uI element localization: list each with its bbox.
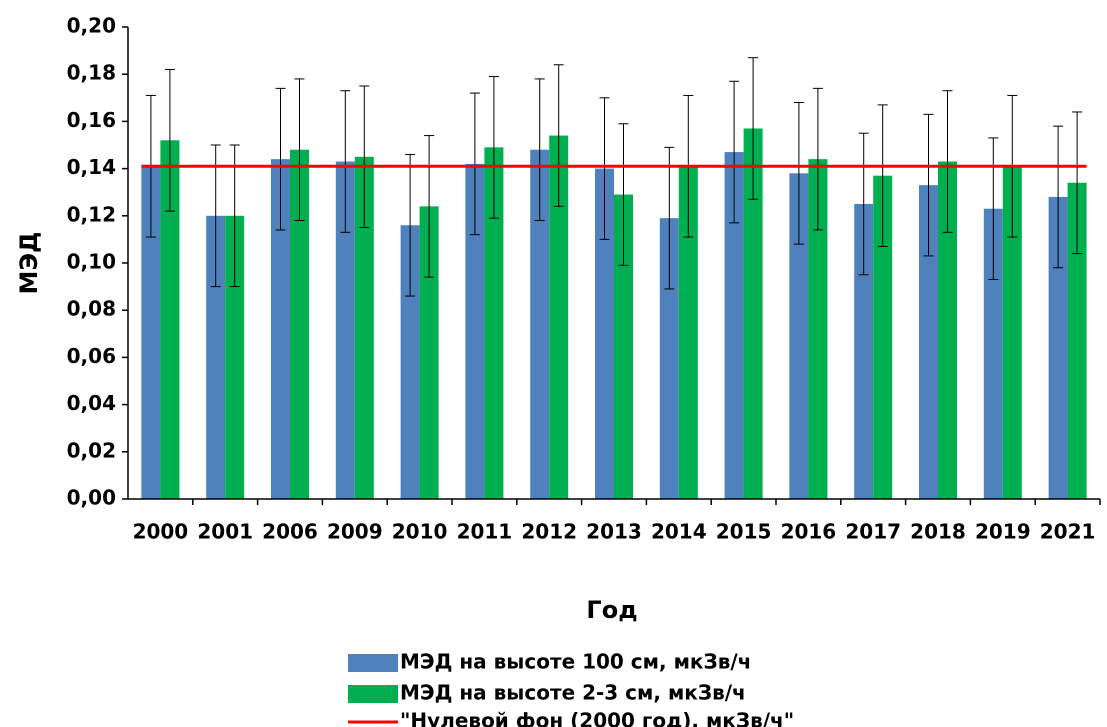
y-tick-label: 0,14: [67, 155, 116, 179]
bar: [465, 163, 485, 499]
bar: [919, 185, 938, 499]
error-bar: [488, 76, 499, 219]
error-bar: [793, 102, 804, 245]
error-bar: [729, 80, 740, 224]
y-tick-label: 0,12: [67, 202, 116, 226]
error-bar: [164, 68, 175, 212]
error-bar: [294, 78, 305, 222]
error-bar: [275, 87, 286, 231]
y-tick-label: 0,00: [67, 486, 116, 510]
bar: [724, 152, 744, 499]
x-tick-label: 2015: [716, 520, 772, 544]
error-bar: [534, 78, 545, 222]
bar: [400, 225, 420, 500]
bar: [419, 206, 439, 500]
bar: [484, 147, 504, 500]
x-tick-label: 2019: [975, 520, 1031, 544]
error-bar: [210, 144, 221, 288]
bar: [1048, 196, 1068, 500]
bar: [983, 208, 1003, 499]
error-bar: [469, 92, 480, 236]
legend-label: МЭД на высоте 100 см, мкЗв/ч: [400, 650, 751, 674]
y-tick-label: 0,06: [67, 344, 116, 368]
y-axis-title: МЭД: [15, 232, 43, 295]
bar: [743, 128, 763, 500]
legend-swatch: [348, 654, 398, 672]
y-tick-label: 0,08: [67, 297, 116, 321]
y-tick-label: 0,04: [67, 391, 116, 415]
legend-label: "Нулевой фон (2000 год), мкЗв/ч": [400, 709, 794, 727]
error-bar: [618, 123, 629, 266]
bar: [873, 175, 893, 499]
bar: [938, 161, 957, 499]
error-bar: [664, 146, 675, 290]
x-tick-label: 2011: [457, 520, 513, 544]
bar: [678, 166, 698, 500]
error-bar: [599, 97, 610, 240]
error-bar: [1072, 111, 1083, 255]
y-tick-label: 0,10: [67, 250, 116, 274]
x-tick-label: 2016: [781, 520, 837, 544]
bar: [354, 156, 374, 500]
y-tick-label: 0,16: [67, 108, 116, 132]
error-bar: [553, 64, 564, 207]
bar: [854, 204, 874, 499]
error-bar: [988, 137, 999, 281]
error-bar: [405, 153, 416, 297]
x-tick-label: 2021: [1040, 520, 1096, 544]
error-bar: [424, 135, 435, 278]
error-bar: [229, 144, 240, 288]
x-tick-label: 2006: [262, 520, 318, 544]
bar: [335, 161, 355, 499]
error-bar: [812, 87, 823, 231]
x-tick-label: 2001: [197, 520, 253, 544]
legend-swatch: [348, 685, 398, 703]
bar: [530, 149, 550, 499]
x-tick-label: 2000: [133, 520, 189, 544]
bar: [141, 166, 161, 500]
bar: [659, 218, 679, 499]
error-bar: [858, 132, 869, 276]
error-bar: [877, 104, 888, 247]
legend-label: МЭД на высоте 2-3 см, мкЗв/ч: [400, 681, 746, 705]
error-bar: [923, 113, 934, 257]
y-tick-label: 0,18: [67, 61, 116, 85]
bar: [549, 135, 569, 499]
x-tick-label: 2018: [910, 520, 966, 544]
error-bar: [1053, 125, 1064, 269]
error-bar: [359, 85, 370, 229]
bar: [808, 159, 828, 499]
bar: [160, 140, 180, 499]
error-bar: [942, 90, 953, 233]
bar: [1002, 166, 1022, 500]
error-bar: [340, 90, 351, 233]
x-tick-label: 2012: [521, 520, 577, 544]
x-tick-label: 2014: [651, 520, 707, 544]
y-tick-label: 0,02: [67, 438, 116, 462]
bar: [1067, 182, 1087, 499]
bar: [614, 194, 633, 499]
x-tick-label: 2013: [586, 520, 642, 544]
bar: [290, 149, 309, 499]
x-tick-label: 2009: [327, 520, 383, 544]
x-axis-title: Год: [586, 596, 637, 624]
x-tick-label: 2017: [845, 520, 901, 544]
bar: [271, 159, 290, 499]
bar: [789, 173, 809, 499]
x-tick-label: 2010: [392, 520, 448, 544]
bar: [595, 168, 614, 499]
error-bar: [748, 57, 759, 200]
y-tick-label: 0,20: [67, 14, 116, 38]
